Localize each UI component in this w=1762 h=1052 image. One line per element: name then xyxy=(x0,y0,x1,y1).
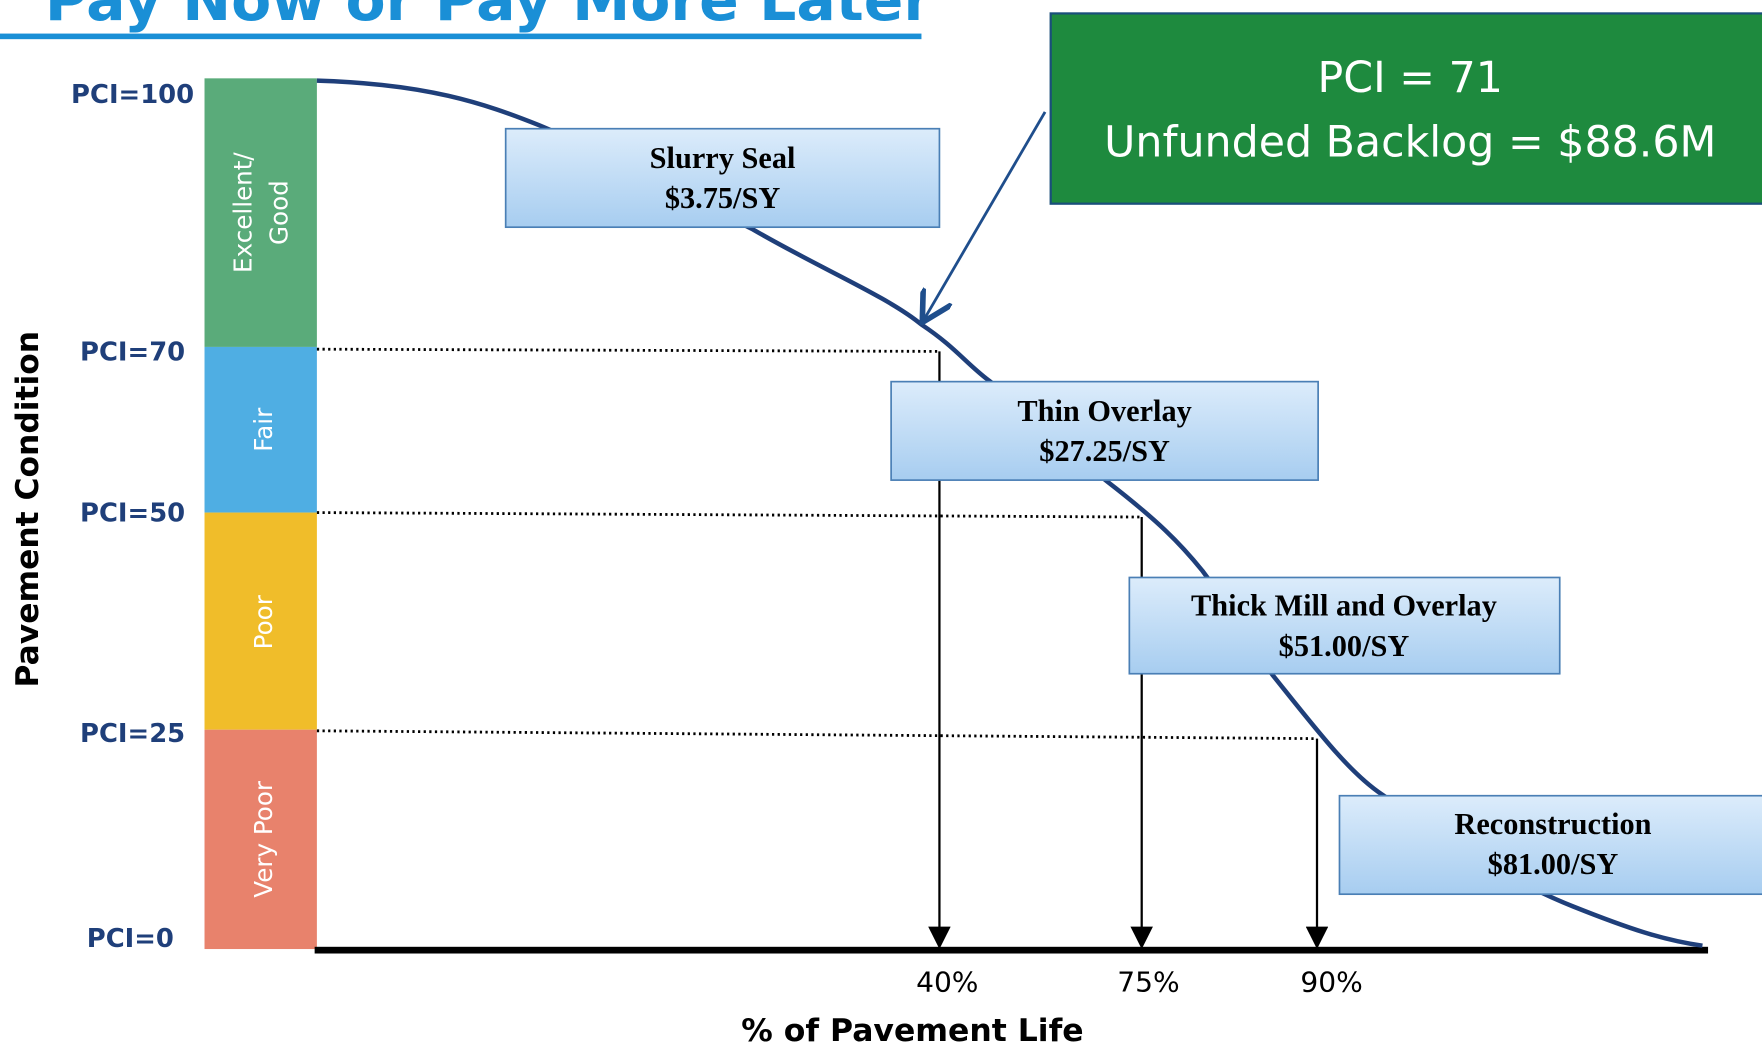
treatment-box xyxy=(1128,576,1561,675)
treatment-name: Slurry Seal xyxy=(650,141,796,175)
callout-arrow xyxy=(924,111,1047,320)
title-underline xyxy=(0,33,922,40)
treatment-cost: $81.00/SY xyxy=(1488,847,1619,881)
treatment-cost: $27.25/SY xyxy=(1039,434,1170,468)
band-label: Good xyxy=(265,180,294,245)
band-poor xyxy=(204,512,317,730)
x-label: 75% xyxy=(1117,966,1179,999)
callout-text: PCI = 71 xyxy=(1318,53,1503,103)
y-label: PCI=70 xyxy=(80,337,185,367)
band-label: Fair xyxy=(249,407,278,452)
callout-text: Unfunded Backlog = $88.6M xyxy=(1104,118,1716,168)
treatment-name: Thin Overlay xyxy=(1017,394,1191,428)
band-label: Excellent/ xyxy=(229,152,258,273)
treatment-name: Thick Mill and Overlay xyxy=(1191,589,1497,623)
band-label: Very Poor xyxy=(249,780,278,898)
x-label: 90% xyxy=(1300,966,1362,999)
band-fair xyxy=(204,346,317,513)
y-label: PCI=100 xyxy=(71,80,194,110)
treatment-cost: $3.75/SY xyxy=(665,181,781,215)
x-title: % of Pavement Life xyxy=(741,1013,1083,1049)
band-excellent xyxy=(204,78,317,347)
y-label: PCI=50 xyxy=(80,499,185,529)
band-label: Poor xyxy=(249,594,278,649)
x-axis xyxy=(314,946,1709,954)
treatment-box xyxy=(890,380,1319,481)
callout-box xyxy=(1049,12,1762,205)
y-label: PCI=25 xyxy=(80,719,185,749)
treatment-cost: $51.00/SY xyxy=(1279,629,1410,663)
y-label: PCI=0 xyxy=(87,924,174,954)
treatment-box xyxy=(1338,794,1762,896)
treatment-box xyxy=(504,127,941,229)
y-title: Pavement Condition xyxy=(10,331,46,688)
band-very-poor xyxy=(204,729,317,950)
guides xyxy=(316,347,1318,741)
title: Pay Now or Pay More Later xyxy=(45,0,932,34)
treatment-name: Reconstruction xyxy=(1454,807,1651,841)
x-label: 40% xyxy=(916,966,978,999)
